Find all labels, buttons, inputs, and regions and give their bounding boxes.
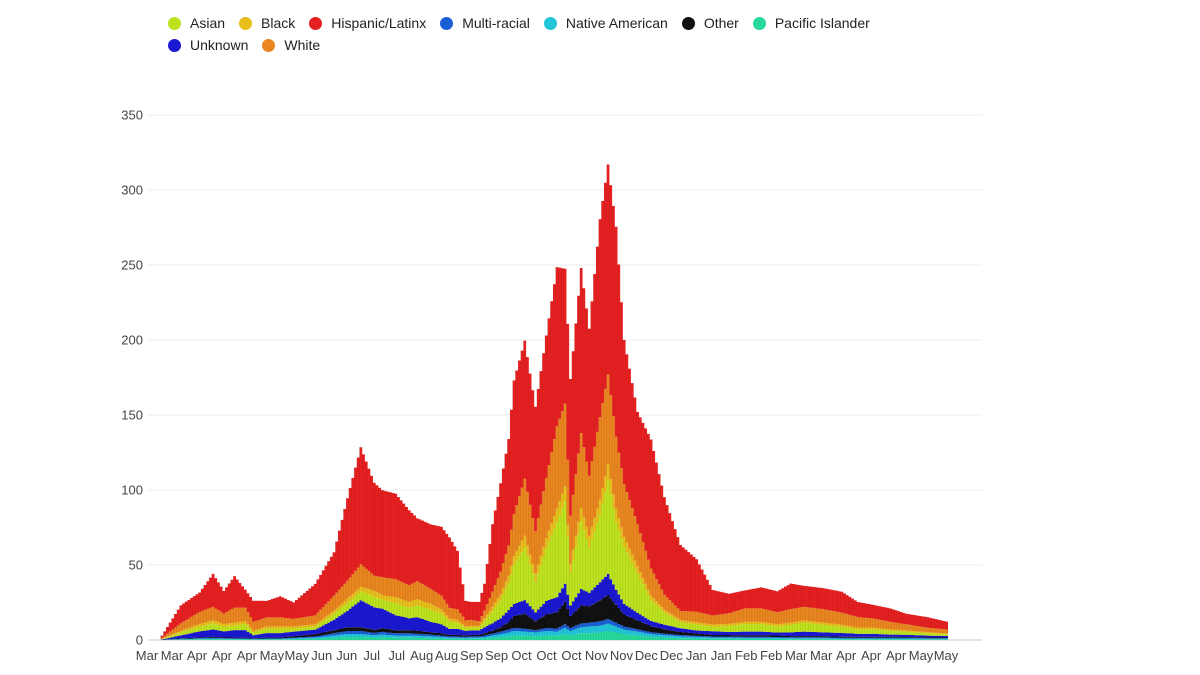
- x-tick-label: May: [260, 648, 285, 663]
- legend-label: Hispanic/Latinx: [331, 15, 427, 31]
- legend-row: Asian Black Hispanic/Latinx Multi-racial Nat…: [168, 12, 968, 34]
- y-tick-label: 0: [136, 633, 143, 648]
- x-tick-label: Mar: [810, 648, 833, 663]
- x-tick-label: Nov: [585, 648, 609, 663]
- legend-item[interactable]: Native American: [543, 15, 668, 31]
- legend-label: Unknown: [190, 37, 249, 53]
- series-area-hispanic-latinx: [158, 164, 948, 640]
- legend-swatch-icon: [440, 16, 454, 30]
- y-tick-label: 100: [121, 483, 143, 498]
- series-area-unknown: [158, 574, 948, 640]
- x-tick-label: Jul: [363, 648, 380, 663]
- series-area-asian: [158, 481, 948, 640]
- legend-item[interactable]: Hispanic/Latinx: [309, 15, 426, 31]
- x-tick-label: Mar: [161, 648, 184, 663]
- x-tick-label: Apr: [187, 648, 208, 663]
- x-tick-label: May: [909, 648, 934, 663]
- x-tick-label: Apr: [886, 648, 907, 663]
- legend-swatch-icon: [168, 38, 181, 52]
- legend-item[interactable]: Other: [681, 15, 739, 31]
- x-tick-label: Jun: [336, 648, 357, 663]
- x-tick-label: Sep: [485, 648, 508, 663]
- x-tick-label: Oct: [536, 648, 557, 663]
- x-tick-label: Feb: [735, 648, 757, 663]
- legend-label: Other: [703, 15, 739, 31]
- legend-label: White: [284, 37, 321, 53]
- x-tick-label: Jul: [388, 648, 405, 663]
- legend-swatch-icon: [262, 38, 276, 52]
- x-tick-label: Jun: [311, 648, 332, 663]
- x-tick-label: Aug: [435, 648, 458, 663]
- legend-label: Multi-racial: [462, 15, 530, 31]
- series-area-other: [158, 595, 948, 640]
- legend-item[interactable]: Pacific Islander: [752, 15, 870, 31]
- legend-row: Unknown White: [168, 34, 968, 56]
- series-area-pacific-islander: [158, 631, 948, 640]
- legend-swatch-icon: [168, 16, 181, 30]
- x-tick-label: Oct: [511, 648, 532, 663]
- y-tick-label: 350: [121, 108, 143, 123]
- chart-legend: Asian Black Hispanic/Latinx Multi-racial Nat…: [168, 12, 968, 56]
- legend-swatch-icon: [543, 16, 557, 30]
- y-tick-label: 150: [121, 408, 143, 423]
- chart-series-layer: [158, 164, 949, 640]
- y-tick-label: 300: [121, 183, 143, 198]
- x-tick-label: Dec: [660, 648, 684, 663]
- x-tick-label: Mar: [785, 648, 808, 663]
- x-tick-label: Dec: [635, 648, 659, 663]
- legend-swatch-icon: [681, 16, 695, 30]
- y-tick-label: 250: [121, 258, 143, 273]
- legend-item[interactable]: White: [262, 37, 320, 53]
- x-tick-label: Jan: [711, 648, 732, 663]
- legend-item[interactable]: Asian: [168, 15, 225, 31]
- legend-label: Pacific Islander: [774, 15, 870, 31]
- x-tick-label: May: [285, 648, 310, 663]
- series-area-black: [158, 464, 948, 640]
- x-tick-label: Jan: [686, 648, 707, 663]
- legend-item[interactable]: Unknown: [168, 37, 248, 53]
- legend-item[interactable]: Multi-racial: [440, 15, 530, 31]
- x-tick-label: Apr: [237, 648, 258, 663]
- x-tick-label: May: [934, 648, 959, 663]
- legend-label: Asian: [190, 15, 226, 31]
- x-tick-label: Apr: [212, 648, 233, 663]
- legend-item[interactable]: Black: [239, 15, 295, 31]
- x-tick-label: Feb: [760, 648, 782, 663]
- legend-label: Native American: [565, 15, 668, 31]
- x-tick-label: Oct: [561, 648, 582, 663]
- x-tick-label: Apr: [836, 648, 857, 663]
- legend-swatch-icon: [309, 16, 323, 30]
- x-tick-label: Sep: [460, 648, 483, 663]
- legend-swatch-icon: [752, 16, 766, 30]
- legend-swatch-icon: [239, 16, 253, 30]
- x-tick-label: Aug: [410, 648, 433, 663]
- series-area-multi-racial: [158, 619, 948, 640]
- legend-label: Black: [261, 15, 296, 31]
- series-area-native-american: [158, 623, 948, 640]
- y-tick-label: 200: [121, 333, 143, 348]
- y-tick-label: 50: [129, 558, 143, 573]
- x-tick-label: Nov: [610, 648, 634, 663]
- x-tick-label: Apr: [861, 648, 882, 663]
- x-tick-label: Mar: [136, 648, 159, 663]
- bar-texture: [160, 164, 949, 640]
- series-area-white: [158, 374, 948, 640]
